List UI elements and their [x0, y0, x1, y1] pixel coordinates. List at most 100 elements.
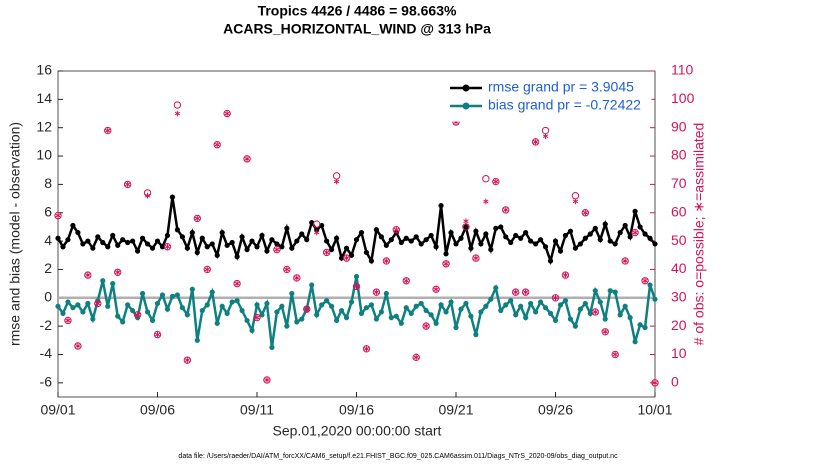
series-marker: [547, 310, 554, 316]
obs-possible: [313, 220, 321, 228]
y2-tick-label: 90: [671, 118, 687, 134]
obs-assimilated: [244, 156, 250, 162]
series-marker: [528, 238, 534, 244]
obs-possible: [512, 288, 520, 296]
series-marker: [388, 315, 394, 321]
y2-tick-label: 50: [671, 232, 687, 248]
obs-assimilated: [85, 272, 91, 278]
series-marker: [408, 310, 414, 316]
obs-possible: [392, 226, 400, 234]
series-marker: [612, 241, 618, 247]
series-marker: [135, 248, 141, 254]
series-marker: [343, 245, 350, 251]
series-marker: [105, 244, 111, 250]
series-marker: [229, 239, 235, 246]
obs-assimilated: [333, 178, 340, 185]
obs-assimilated: [542, 133, 549, 139]
obs-possible: [521, 288, 530, 296]
chart-subtitle: ACARS_HORIZONTAL_WIND @ 313 hPa: [223, 21, 491, 37]
series-marker: [75, 229, 81, 236]
obs-assimilated: [115, 269, 121, 276]
series-marker: [602, 221, 608, 227]
series-marker: [518, 235, 524, 241]
series-marker: [95, 234, 101, 240]
y-tick-label: 12: [36, 118, 52, 134]
series-marker: [294, 319, 300, 325]
series-marker: [567, 228, 574, 234]
series-marker: [338, 255, 345, 261]
obs-possible: [621, 257, 629, 265]
obs-possible: [133, 311, 142, 319]
series-marker: [264, 248, 270, 254]
series-marker: [488, 296, 494, 302]
series-marker: [194, 337, 200, 343]
series-marker: [60, 310, 66, 316]
obs-assimilated: [164, 243, 171, 250]
series-marker: [329, 303, 335, 309]
y2-tick-label: 60: [671, 203, 687, 219]
series-marker: [224, 310, 230, 316]
y2-tick-label: 70: [671, 175, 687, 191]
series-marker: [348, 299, 355, 305]
series-marker: [547, 258, 554, 264]
x-tick-label: 09/01: [40, 402, 75, 418]
y-tick-label: 10: [36, 147, 52, 163]
series-marker: [508, 239, 514, 246]
series-marker: [358, 310, 365, 316]
series-marker: [433, 320, 439, 326]
series-marker: [314, 312, 320, 318]
series-marker: [383, 242, 389, 248]
series-marker: [383, 290, 389, 297]
y-tick-label: -4: [40, 345, 53, 361]
obs-assimilated: [323, 249, 330, 256]
series-marker: [289, 290, 295, 297]
series-marker: [334, 235, 340, 241]
series-marker: [508, 298, 514, 304]
y2-tick-label: 110: [671, 62, 694, 78]
obs-assimilated: [264, 377, 270, 383]
series-marker: [478, 309, 484, 315]
series-marker: [100, 278, 106, 284]
series-marker: [269, 344, 275, 350]
obs-assimilated: [413, 354, 419, 361]
series-marker: [378, 234, 384, 240]
series-marker: [164, 232, 171, 239]
series-marker: [542, 305, 549, 311]
series-marker: [622, 303, 628, 309]
series-marker: [627, 315, 633, 321]
series-marker: [284, 323, 290, 329]
series-marker: [189, 286, 195, 292]
y-tick-label: 16: [36, 62, 52, 78]
series-marker: [468, 245, 474, 251]
x-tick-label: 09/06: [140, 402, 175, 418]
series-marker: [627, 234, 633, 240]
obs-possible: [114, 268, 122, 276]
series-marker: [159, 244, 166, 250]
series-marker: [637, 322, 643, 328]
series-marker: [254, 302, 260, 308]
series-marker: [249, 238, 255, 244]
series-marker: [652, 296, 658, 302]
series-marker: [100, 239, 106, 246]
series-marker: [254, 244, 260, 250]
series-marker: [348, 252, 355, 258]
x-axis-label: Sep.01,2020 00:00:00 start: [273, 423, 442, 439]
x-tick-label: 09/26: [538, 402, 573, 418]
series-marker: [537, 237, 544, 243]
obs-possible: [402, 277, 410, 285]
series-marker: [239, 234, 245, 240]
series-marker: [463, 300, 469, 307]
x-tick-label: 09/11: [240, 402, 274, 418]
series-marker: [289, 245, 295, 251]
series-marker: [523, 315, 529, 321]
obs-assimilated: [592, 309, 598, 315]
legend-box: [445, 74, 652, 122]
obs-possible: [492, 177, 500, 186]
series-marker: [448, 299, 454, 305]
y2-tick-label: 80: [671, 147, 687, 163]
series-marker: [284, 225, 290, 231]
series-marker: [363, 305, 370, 311]
series-marker: [533, 241, 539, 247]
obs-possible: [382, 257, 391, 265]
obs-possible: [193, 214, 202, 223]
